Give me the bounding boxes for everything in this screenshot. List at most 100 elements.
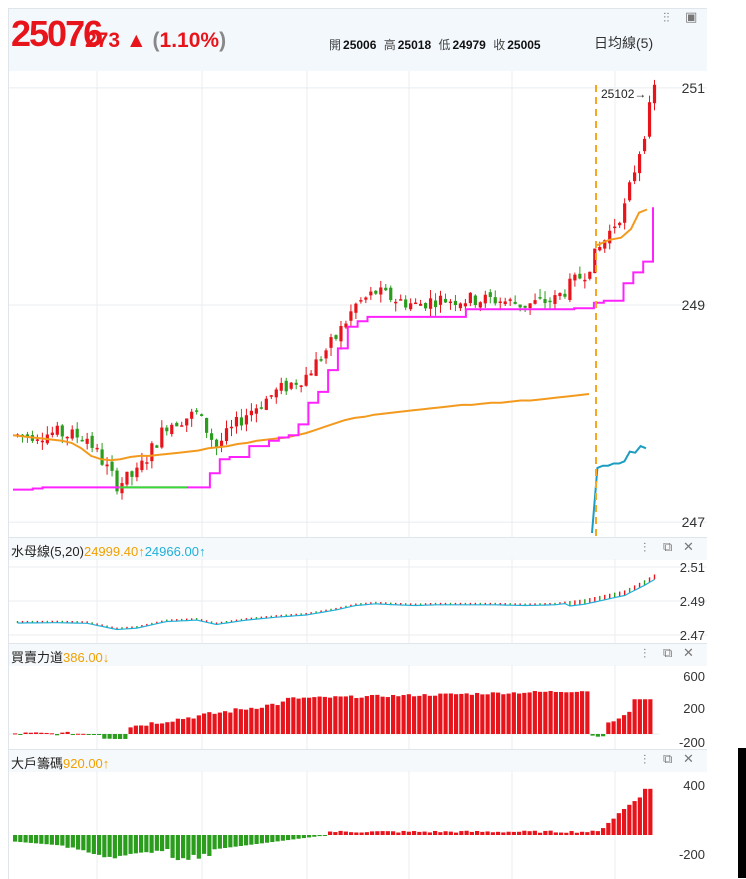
candle-body [259,407,263,409]
restore-icon[interactable]: ⧉ [663,540,673,555]
bar [44,835,49,845]
bar [343,831,348,835]
bar [170,721,175,734]
candle-body [224,428,229,442]
bar [574,691,579,734]
bar [427,695,432,734]
bar [406,831,411,835]
bar [469,694,474,734]
indicator2-chart[interactable]: 600 200 -200 [9,665,707,749]
bar [196,715,201,734]
bar [34,732,39,734]
bar [616,813,621,835]
indicator1-chart[interactable]: 2.51 2.49 2.47 [9,559,707,643]
bar [102,734,107,739]
close-icon[interactable]: ✕ [683,540,694,555]
bar [517,693,522,734]
restore-icon[interactable]: ⧉ [663,752,673,767]
bar [543,691,548,734]
bar [86,835,91,853]
bar [238,835,243,846]
bar [601,828,606,835]
candle-body [50,432,54,436]
bar [154,723,159,734]
candle-body [593,248,597,274]
candle-body [150,443,154,462]
candle-body [603,240,607,249]
bar [202,713,207,734]
close-icon[interactable]: ✕ [683,752,694,767]
candle-body [180,425,184,427]
indicator1-arrow1: ↑ [138,544,145,559]
candle-body [349,311,353,321]
indicator3-chart[interactable]: 400 -200 [9,771,707,879]
main-chart[interactable]: 251 249 247 25102→ [9,71,707,539]
window-icon[interactable]: ▣ [685,10,698,25]
bar [291,835,296,840]
bar [233,708,238,734]
candle-body [185,418,189,426]
candle-body [269,395,273,397]
bar [112,734,117,739]
change-value: 273 ▲ [85,29,147,52]
bar [196,835,201,859]
bar [396,696,401,734]
restore-icon[interactable]: ⧉ [663,646,673,661]
chart-window: 25076 273 ▲ (1.10%) 開 25006 高 25018 低 24979… [8,8,707,879]
bar [543,830,548,835]
bar [622,809,627,835]
candle-body [637,154,642,174]
bar [233,835,238,847]
bar [65,731,70,734]
y-tick-label: 2.47 [680,628,705,643]
close-icon[interactable]: ✕ [683,646,694,661]
bar [459,831,464,835]
bar [254,708,259,734]
bar [175,835,180,861]
high-value: 25018 [397,38,432,52]
bar [338,696,343,734]
bar [217,835,222,849]
bar [60,835,65,846]
candle-body [538,297,542,299]
candle-body [284,380,288,392]
bar [228,835,233,848]
bar [118,734,123,739]
bar [259,707,264,734]
settings-sliders-icon[interactable]: ⫶ [643,753,647,768]
candle-body [334,335,338,339]
candle-body [25,434,30,437]
candle-body [379,287,383,295]
candle-body [100,449,104,465]
bar [49,835,54,845]
candle-body [95,447,99,450]
settings-sliders-icon[interactable]: ⫶⫶ [663,11,670,26]
slow-line [17,578,655,631]
settings-sliders-icon[interactable]: ⫶ [643,541,647,556]
bar [375,831,380,835]
bar [91,734,96,735]
bar [364,832,369,835]
candle-body [249,410,253,416]
bar [517,831,522,835]
candle-body [354,303,358,313]
settings-sliders-icon[interactable]: ⫶ [643,647,647,662]
candle-body [364,297,368,300]
bar [443,831,448,835]
bar [380,831,385,835]
ma-period-selector[interactable]: 日均線(5) [594,35,654,51]
bar [139,835,144,853]
bar [548,830,553,835]
bar [475,830,480,835]
candle-body [145,462,149,464]
bar [627,804,632,835]
y-tick-label: -200 [679,847,705,862]
bar [496,692,501,734]
high-label: 高 [383,38,396,52]
candle-body [399,299,403,301]
candle-body [568,278,572,300]
candle-body [339,326,343,342]
bar [275,835,280,842]
y-tick-label: -200 [679,735,705,749]
bar [485,831,490,835]
